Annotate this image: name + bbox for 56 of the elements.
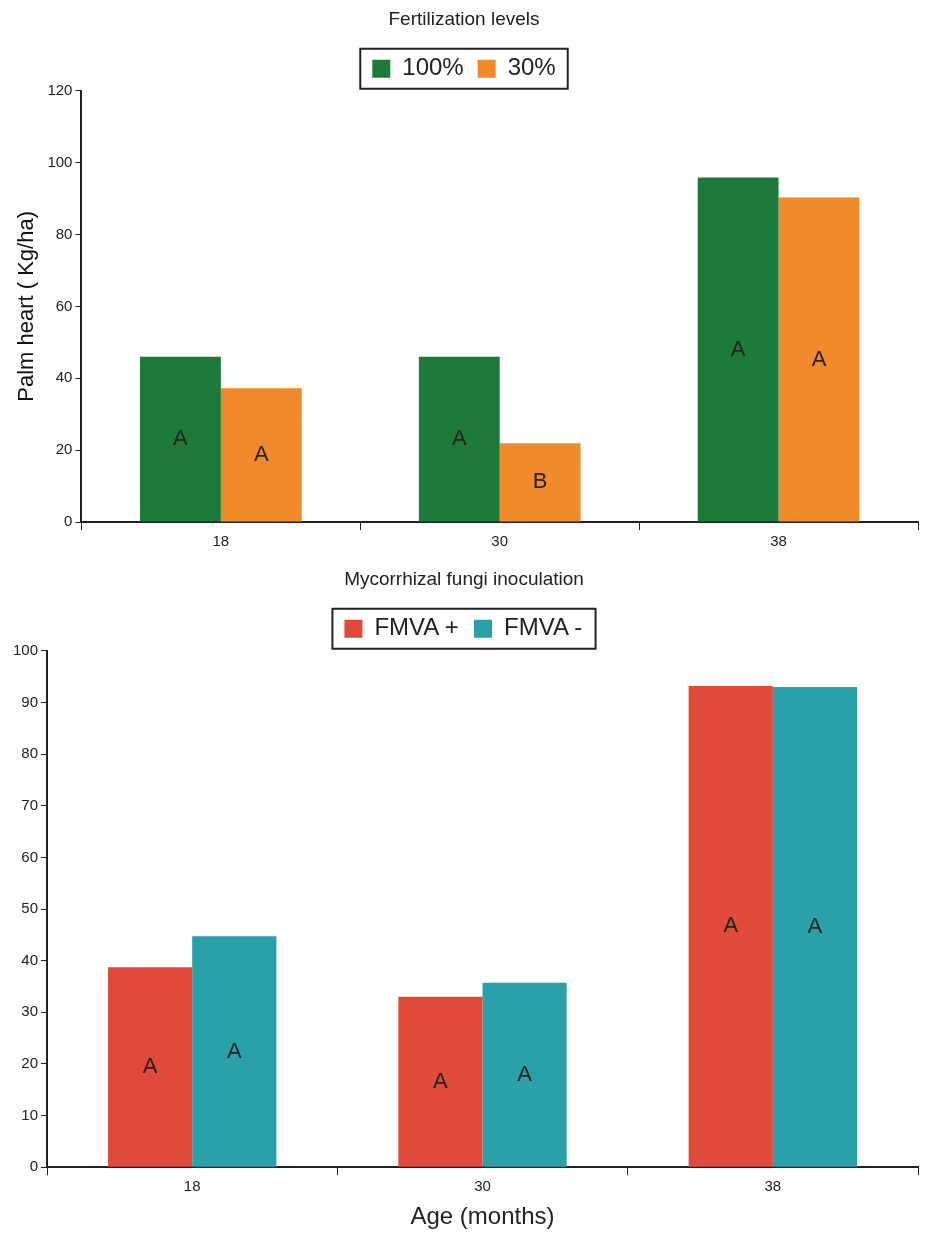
data-label: A xyxy=(142,1053,158,1079)
y-tick-label: 0 xyxy=(64,512,73,530)
bar xyxy=(482,982,567,1167)
y-tick-label: 50 xyxy=(21,899,39,917)
data-label: A xyxy=(811,345,827,371)
x-tick-label: 38 xyxy=(764,1177,782,1195)
legend-label: 30% xyxy=(507,53,556,81)
bar xyxy=(499,443,581,522)
x-tick-label: 30 xyxy=(491,532,509,550)
y-tick-label: 80 xyxy=(21,744,39,762)
legend-label: FMVA + xyxy=(374,613,459,641)
x-tick-label: 38 xyxy=(770,532,787,550)
data-label: A xyxy=(517,1060,533,1086)
data-label: A xyxy=(226,1037,242,1063)
y-axis-title: Palm heart ( Kg/ha) xyxy=(13,211,39,402)
bar xyxy=(688,685,773,1167)
y-tick-label: 100 xyxy=(13,640,39,658)
y-tick-label: 20 xyxy=(55,440,73,458)
x-tick-label: 18 xyxy=(183,1177,201,1195)
legend-label: 100% xyxy=(402,53,464,81)
y-tick-label: 20 xyxy=(21,1054,39,1072)
data-label: A xyxy=(807,912,823,938)
y-tick-label: 90 xyxy=(21,692,39,710)
data-label: A xyxy=(451,425,467,451)
bar xyxy=(108,967,193,1167)
bar xyxy=(418,356,500,522)
y-tick-label: 10 xyxy=(21,1105,39,1123)
bar xyxy=(139,356,221,522)
x-axis-title: Age (months) xyxy=(410,1202,555,1230)
bar xyxy=(778,197,860,522)
legend-title: Mycorrhizal fungi inoculation xyxy=(344,567,584,589)
bar xyxy=(192,936,277,1167)
bar xyxy=(398,996,483,1167)
data-label: B xyxy=(532,468,548,494)
y-tick-label: 0 xyxy=(29,1157,39,1175)
bar xyxy=(772,686,858,1167)
y-tick-label: 60 xyxy=(55,296,73,314)
legend-label: FMVA - xyxy=(504,613,583,641)
y-tick-label: 120 xyxy=(47,80,73,98)
y-tick-label: 100 xyxy=(47,152,73,170)
y-tick-label: 70 xyxy=(21,795,39,813)
y-tick-label: 40 xyxy=(55,368,73,386)
data-label: A xyxy=(433,1067,449,1093)
x-tick-label: 30 xyxy=(474,1177,491,1195)
x-tick-label: 18 xyxy=(212,532,230,550)
data-label: A xyxy=(173,425,189,451)
data-label: A xyxy=(253,440,269,466)
bar xyxy=(697,177,779,522)
y-tick-label: 80 xyxy=(55,224,73,242)
data-label: A xyxy=(730,335,746,361)
y-tick-label: 60 xyxy=(21,847,39,865)
legend-title: Fertilization levels xyxy=(388,7,540,29)
y-tick-label: 40 xyxy=(21,950,39,968)
data-label: A xyxy=(723,912,739,938)
y-tick-label: 30 xyxy=(21,1002,39,1020)
bar xyxy=(220,388,302,522)
